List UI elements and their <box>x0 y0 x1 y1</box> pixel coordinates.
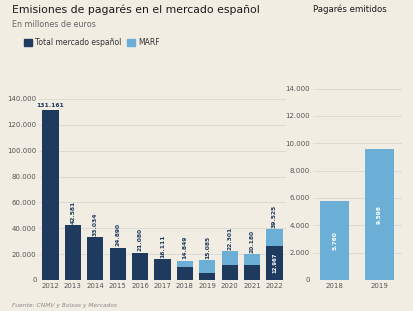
Bar <box>320 201 349 280</box>
Bar <box>132 253 148 280</box>
Bar <box>87 237 103 280</box>
Text: 33.034: 33.034 <box>93 212 97 236</box>
Text: 24.890: 24.890 <box>115 223 120 246</box>
Text: 15.085: 15.085 <box>204 236 209 259</box>
Text: 42.581: 42.581 <box>70 200 75 224</box>
Text: Emisiones de pagarés en el mercado español: Emisiones de pagarés en el mercado españ… <box>12 5 259 15</box>
Text: 12.967: 12.967 <box>271 253 276 273</box>
Text: Fuente: CNMV y Bolsas y Mercados: Fuente: CNMV y Bolsas y Mercados <box>12 303 117 308</box>
Text: 9.598: 9.598 <box>376 205 381 224</box>
Text: 22.301: 22.301 <box>227 226 232 250</box>
Bar <box>199 260 215 273</box>
Text: 20.180: 20.180 <box>249 230 254 253</box>
Bar <box>176 261 192 267</box>
Bar <box>221 251 237 265</box>
Text: 14.849: 14.849 <box>182 236 187 259</box>
Text: 5.760: 5.760 <box>332 231 337 250</box>
Text: Pagarés emitidos: Pagarés emitidos <box>312 5 385 14</box>
Bar <box>154 259 170 280</box>
Bar <box>266 246 282 280</box>
Bar <box>221 265 237 280</box>
Text: En millones de euros: En millones de euros <box>12 20 96 29</box>
Bar <box>65 225 81 280</box>
Bar <box>109 248 126 280</box>
Text: 21.080: 21.080 <box>137 228 142 251</box>
Bar <box>243 254 259 266</box>
Bar <box>199 273 215 280</box>
Text: 16.111: 16.111 <box>159 234 165 258</box>
Bar <box>364 149 393 280</box>
Text: 131.161: 131.161 <box>37 104 64 109</box>
Bar <box>176 267 192 280</box>
Text: 39.525: 39.525 <box>271 204 276 228</box>
Bar <box>266 229 282 246</box>
Bar <box>243 266 259 280</box>
Bar <box>43 110 59 280</box>
Legend: Total mercado español, MARF: Total mercado español, MARF <box>21 35 162 50</box>
